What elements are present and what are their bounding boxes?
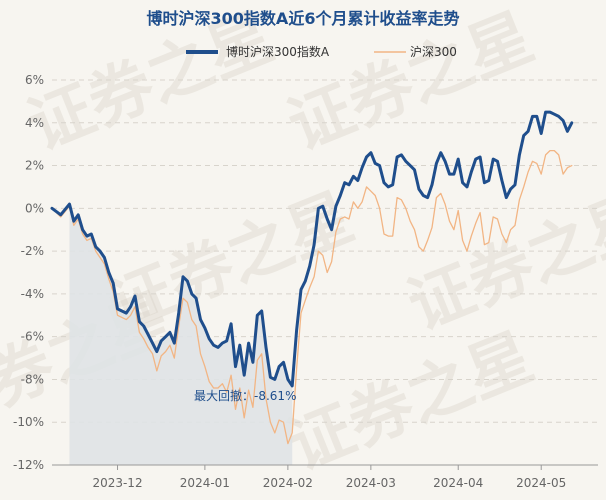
series-lines [50, 110, 574, 445]
y-tick-label: 2% [25, 159, 44, 173]
drawdown-label-text: 最大回撤： [194, 388, 254, 403]
drawdown-annotation: 最大回撤：-8.61% [194, 388, 296, 403]
y-tick-label: -4% [21, 287, 44, 301]
y-tick-label: 0% [25, 201, 44, 215]
legend-label: 博时沪深300指数A [226, 44, 330, 59]
x-tick-label: 2024-05 [516, 476, 566, 490]
watermark-text: 证券之星 [278, 320, 543, 485]
watermark-text: 证券之星 [398, 180, 606, 345]
y-axis: 6% 4% 2% 0% -2% -4% -6% -8% -10% -12% [13, 73, 44, 472]
chart-title: 博时沪深300指数A近6个月累计收益率走势 [147, 9, 460, 28]
x-tick-label: 2024-01 [180, 476, 230, 490]
drawdown-label: 最大回撤：-8.61% [194, 388, 296, 403]
y-tick-label: -12% [13, 458, 44, 472]
x-axis: 2023-12 2024-01 2024-02 2024-03 2024-04 2024-… [52, 464, 598, 490]
y-tick-label: -8% [21, 372, 44, 386]
drawdown-shade [69, 204, 293, 466]
x-tick-label: 2023-12 [92, 476, 142, 490]
series-line-fund [50, 110, 574, 388]
y-tick-label: 6% [25, 73, 44, 87]
series-line-benchmark [51, 149, 573, 445]
x-tick-label: 2024-03 [346, 476, 396, 490]
y-tick-label: -6% [21, 330, 44, 344]
legend-label: 沪深300 [410, 45, 457, 59]
drawdown-value: -8.61% [254, 389, 296, 403]
x-tick-label: 2024-02 [263, 476, 313, 490]
y-tick-label: 4% [25, 116, 44, 130]
y-tick-label: -2% [21, 244, 44, 258]
legend: 博时沪深300指数A 沪深300 [186, 44, 457, 59]
y-tick-label: -10% [13, 415, 44, 429]
x-tick-label: 2024-04 [433, 476, 483, 490]
drawdown-area [69, 204, 293, 466]
